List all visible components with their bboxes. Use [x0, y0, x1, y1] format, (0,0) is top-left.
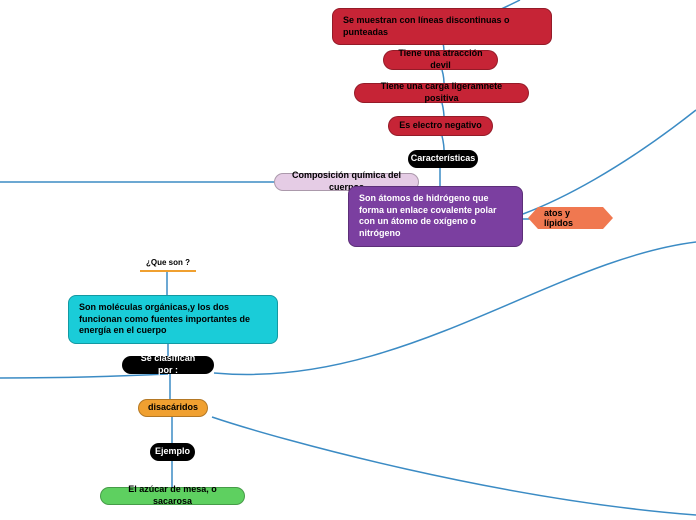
- node-n11[interactable]: Se clasifican por :: [122, 356, 214, 374]
- edge-layer: [0, 0, 696, 520]
- node-n7[interactable]: Son átomos de hidrógeno que forma un enl…: [348, 186, 523, 247]
- node-n3[interactable]: Tiene una carga ligeramnete positiva: [354, 83, 529, 103]
- node-n4[interactable]: Es electro negativo: [388, 116, 493, 136]
- node-n9[interactable]: ¿Que son ?: [140, 258, 196, 272]
- node-n13[interactable]: Ejemplo: [150, 443, 195, 461]
- node-n1[interactable]: Se muestran con líneas discontinuas o pu…: [332, 8, 552, 45]
- node-n14[interactable]: El azúcar de mesa, o sacarosa: [100, 487, 245, 505]
- node-n2[interactable]: Tiene una atracción devil: [383, 50, 498, 70]
- node-n12[interactable]: disacáridos: [138, 399, 208, 417]
- node-n8[interactable]: atos y lípidos: [528, 207, 613, 229]
- edge: [523, 110, 696, 214]
- node-n5[interactable]: Características: [408, 150, 478, 168]
- node-n10[interactable]: Son moléculas orgánicas,y los dos funcio…: [68, 295, 278, 344]
- edge: [212, 417, 696, 515]
- edge: [214, 242, 696, 375]
